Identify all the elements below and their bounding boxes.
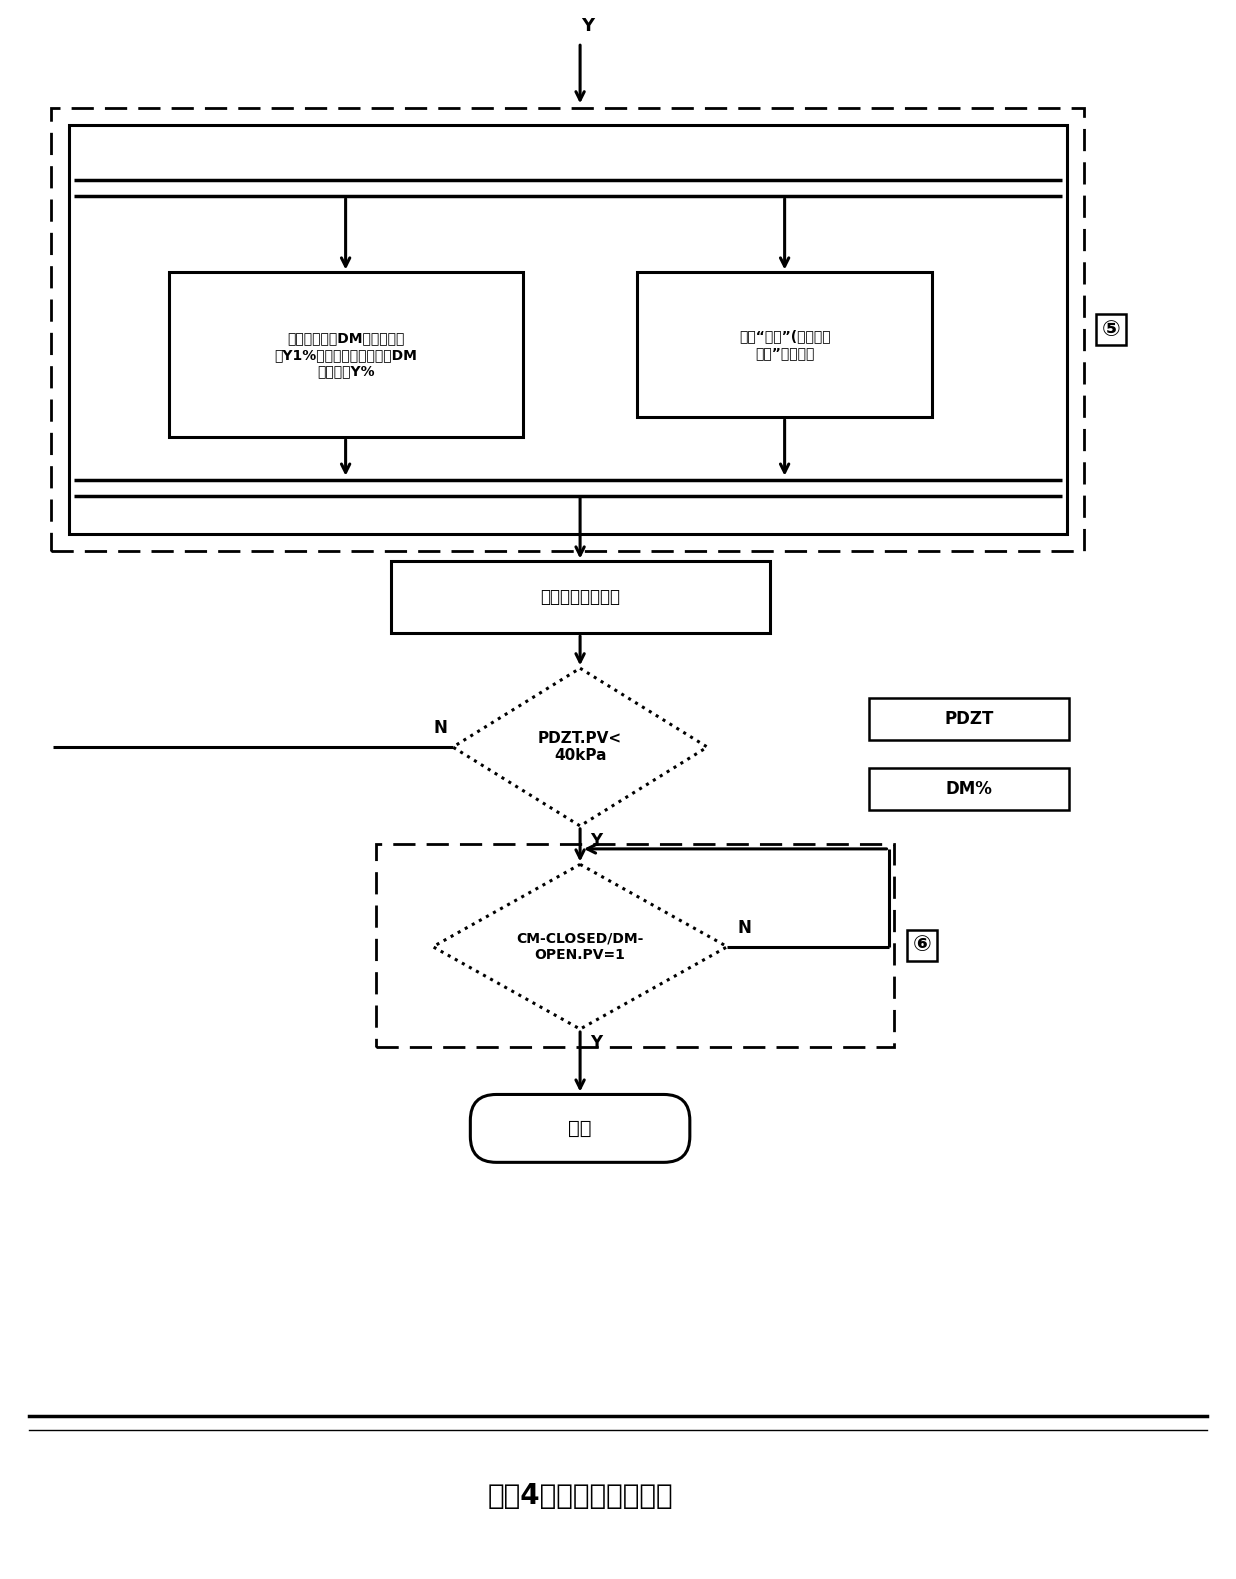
FancyBboxPatch shape [168, 273, 523, 437]
FancyBboxPatch shape [391, 562, 770, 633]
FancyBboxPatch shape [869, 698, 1069, 741]
Polygon shape [452, 668, 707, 826]
Text: Y: Y [590, 832, 602, 850]
FancyBboxPatch shape [638, 273, 932, 417]
Text: PDZT.PV<
40kPa: PDZT.PV< 40kPa [538, 731, 622, 763]
Text: PDZT: PDZT [944, 711, 994, 728]
Text: ⑤: ⑤ [1103, 321, 1121, 339]
Text: N: N [737, 919, 751, 936]
Text: DM%: DM% [946, 780, 993, 797]
Text: 模关4状态（清焦模式）: 模关4状态（清焦模式） [487, 1481, 672, 1510]
Text: 启动“清焦”(大阀焦炭
卡渣”保护逻辑: 启动“清焦”(大阀焦炭 卡渣”保护逻辑 [739, 330, 831, 360]
FancyBboxPatch shape [471, 1094, 690, 1162]
Text: 读取清焦大阀DM当前阀门位
置Y1%，发出打开清焦大阀DM
阀位命令Y%: 读取清焦大阀DM当前阀门位 置Y1%，发出打开清焦大阀DM 阀位命令Y% [274, 332, 417, 377]
Text: N: N [434, 718, 447, 737]
Text: Y: Y [590, 1034, 602, 1052]
Text: CM-CLOSED/DM-
OPEN.PV=1: CM-CLOSED/DM- OPEN.PV=1 [517, 932, 644, 962]
Polygon shape [433, 864, 727, 1030]
Text: 压差稳定判断逻辑: 压差稳定判断逻辑 [540, 589, 620, 606]
Text: Y: Y [581, 17, 595, 35]
FancyBboxPatch shape [869, 767, 1069, 810]
Text: 结束: 结束 [569, 1120, 592, 1138]
Text: ⑥: ⑥ [912, 935, 931, 955]
